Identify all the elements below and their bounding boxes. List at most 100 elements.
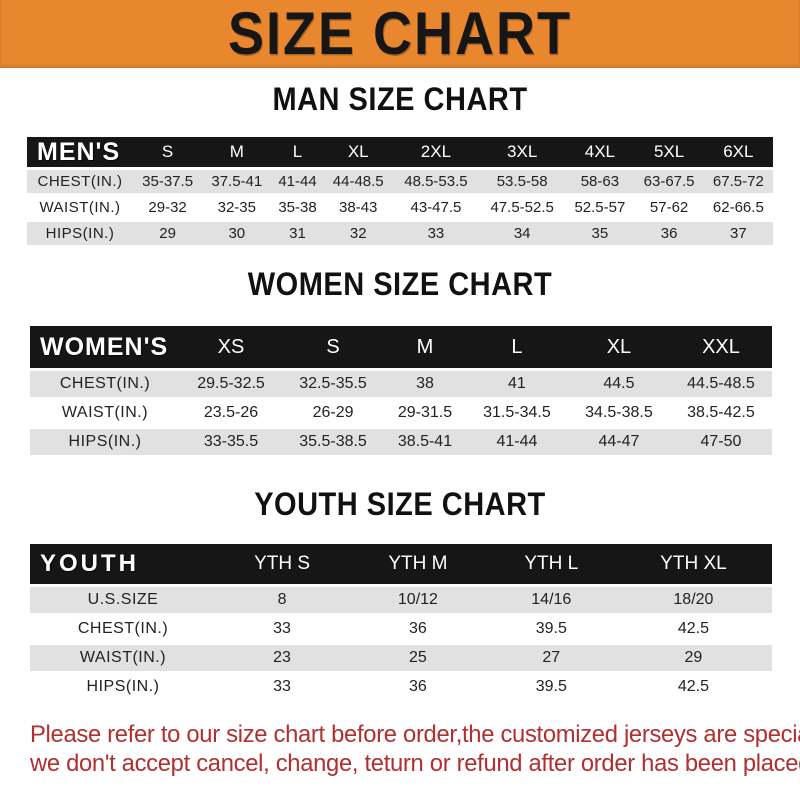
size-cell: 52.5-57 bbox=[565, 196, 635, 219]
youth-size-table: YOUTH YTH S YTH M YTH L YTH XL U.S.SIZE 8 10/12… bbox=[30, 541, 772, 703]
column-header: YTH L bbox=[487, 544, 615, 584]
table-header-label: YOUTH bbox=[30, 544, 216, 584]
size-cell: 38 bbox=[384, 371, 466, 397]
size-cell: 31 bbox=[271, 222, 324, 245]
size-cell: 31.5-34.5 bbox=[465, 400, 568, 426]
size-cell: 35 bbox=[565, 222, 635, 245]
size-cell: 33 bbox=[392, 222, 480, 245]
size-cell: 35-38 bbox=[271, 196, 324, 219]
size-cell: 44-48.5 bbox=[323, 170, 393, 193]
size-cell: 33 bbox=[216, 674, 349, 700]
column-header: YTH S bbox=[216, 544, 349, 584]
size-cell: 37.5-41 bbox=[202, 170, 272, 193]
row-label: CHEST(IN.) bbox=[27, 170, 133, 193]
size-cell: 43-47.5 bbox=[392, 196, 480, 219]
column-header: 5XL bbox=[634, 137, 704, 167]
size-cell: 29 bbox=[133, 222, 203, 245]
table-header-row: YOUTH YTH S YTH M YTH L YTH XL bbox=[30, 544, 772, 584]
size-cell: 26-29 bbox=[282, 400, 385, 426]
women-size-table: WOMEN'S XS S M L XL XXL CHEST(IN.) 29.5-32.5 32.5… bbox=[30, 323, 772, 458]
column-header: 2XL bbox=[392, 137, 480, 167]
column-header: XS bbox=[180, 326, 283, 368]
size-cell: 47-50 bbox=[669, 429, 772, 455]
column-header: XL bbox=[567, 326, 670, 368]
size-cell: 34 bbox=[479, 222, 566, 245]
table-header-label: MEN'S bbox=[27, 137, 133, 167]
disclaimer-line-1: Please refer to our size chart before or… bbox=[30, 721, 800, 748]
size-cell: 44.5-48.5 bbox=[669, 371, 772, 397]
men-size-table: MEN'S S M L XL 2XL 3XL 4XL 5XL 6XL CHEST(IN.) 35-37… bbox=[27, 134, 773, 248]
size-cell: 41-44 bbox=[271, 170, 324, 193]
table-row: HIPS(IN.) 29 30 31 32 33 34 35 36 37 bbox=[27, 222, 773, 245]
size-chart-sections: MAN SIZE CHART MEN'S S M L XL 2XL 3XL 4XL 5XL 6XL C… bbox=[0, 82, 800, 703]
size-cell: 41-44 bbox=[465, 429, 568, 455]
size-chart-page: SIZE CHART MAN SIZE CHART MEN'S S M L XL 2XL 3X… bbox=[0, 0, 800, 777]
size-cell: 58-63 bbox=[565, 170, 635, 193]
table-row: WAIST(IN.) 23.5-26 26-29 29-31.5 31.5-34.5 34… bbox=[30, 400, 772, 426]
size-cell: 32-35 bbox=[202, 196, 272, 219]
size-cell: 30 bbox=[202, 222, 272, 245]
table-row: CHEST(IN.) 35-37.5 37.5-41 41-44 44-48.5 48.5… bbox=[27, 170, 773, 193]
table-row: WAIST(IN.) 23 25 27 29 bbox=[30, 645, 772, 671]
table-header-label: WOMEN'S bbox=[30, 326, 180, 368]
size-section-youth: YOUTH SIZE CHART YOUTH YTH S YTH M YTH L YTH … bbox=[0, 487, 800, 703]
column-header: YTH M bbox=[348, 544, 488, 584]
size-cell: 35.5-38.5 bbox=[282, 429, 385, 455]
size-cell: 29-31.5 bbox=[384, 400, 466, 426]
row-label: U.S.SIZE bbox=[30, 587, 216, 613]
size-cell: 48.5-53.5 bbox=[392, 170, 480, 193]
column-header: YTH XL bbox=[614, 544, 772, 584]
table-header-row: WOMEN'S XS S M L XL XXL bbox=[30, 326, 772, 368]
size-cell: 10/12 bbox=[348, 587, 488, 613]
table-row: WAIST(IN.) 29-32 32-35 35-38 38-43 43-47.5 47.… bbox=[27, 196, 773, 219]
size-cell: 33-35.5 bbox=[180, 429, 283, 455]
size-cell: 42.5 bbox=[614, 674, 772, 700]
size-cell: 67.5-72 bbox=[703, 170, 773, 193]
size-cell: 44.5 bbox=[567, 371, 670, 397]
size-cell: 62-66.5 bbox=[703, 196, 773, 219]
page-title: SIZE CHART bbox=[228, 0, 572, 68]
section-heading-women: WOMEN SIZE CHART bbox=[247, 267, 553, 303]
section-heading-men: MAN SIZE CHART bbox=[272, 82, 528, 118]
size-cell: 25 bbox=[348, 645, 488, 671]
row-label: WAIST(IN.) bbox=[27, 196, 133, 219]
column-header: M bbox=[384, 326, 466, 368]
size-section-men: MAN SIZE CHART MEN'S S M L XL 2XL 3XL 4XL 5XL 6XL C… bbox=[0, 82, 800, 248]
size-cell: 35-37.5 bbox=[133, 170, 203, 193]
column-header: XXL bbox=[669, 326, 772, 368]
column-header: 6XL bbox=[703, 137, 773, 167]
size-cell: 37 bbox=[703, 222, 773, 245]
column-header: 3XL bbox=[479, 137, 566, 167]
size-cell: 44-47 bbox=[567, 429, 670, 455]
table-row: CHEST(IN.) 29.5-32.5 32.5-35.5 38 41 44.5 44.5… bbox=[30, 371, 772, 397]
size-cell: 39.5 bbox=[487, 616, 615, 642]
size-cell: 23.5-26 bbox=[180, 400, 283, 426]
column-header: M bbox=[202, 137, 272, 167]
size-cell: 57-62 bbox=[634, 196, 704, 219]
size-cell: 38.5-42.5 bbox=[669, 400, 772, 426]
size-cell: 38-43 bbox=[323, 196, 393, 219]
size-cell: 39.5 bbox=[487, 674, 615, 700]
size-cell: 63-67.5 bbox=[634, 170, 704, 193]
size-cell: 8 bbox=[216, 587, 349, 613]
size-section-women: WOMEN SIZE CHART WOMEN'S XS S M L XL XXL CHEST(I… bbox=[0, 267, 800, 458]
size-cell: 29.5-32.5 bbox=[180, 371, 283, 397]
size-cell: 42.5 bbox=[614, 616, 772, 642]
column-header: XL bbox=[323, 137, 393, 167]
table-row: U.S.SIZE 8 10/12 14/16 18/20 bbox=[30, 587, 772, 613]
row-label: HIPS(IN.) bbox=[30, 674, 216, 700]
size-cell: 36 bbox=[634, 222, 704, 245]
size-cell: 36 bbox=[348, 616, 488, 642]
size-cell: 18/20 bbox=[614, 587, 772, 613]
size-cell: 32 bbox=[323, 222, 393, 245]
row-label: HIPS(IN.) bbox=[27, 222, 133, 245]
size-cell: 14/16 bbox=[487, 587, 615, 613]
column-header: L bbox=[271, 137, 324, 167]
table-header-row: MEN'S S M L XL 2XL 3XL 4XL 5XL 6XL bbox=[27, 137, 773, 167]
row-label: WAIST(IN.) bbox=[30, 400, 180, 426]
table-row: HIPS(IN.) 33 36 39.5 42.5 bbox=[30, 674, 772, 700]
size-cell: 33 bbox=[216, 616, 349, 642]
size-cell: 34.5-38.5 bbox=[567, 400, 670, 426]
column-header: S bbox=[282, 326, 385, 368]
banner: SIZE CHART bbox=[0, 0, 800, 68]
